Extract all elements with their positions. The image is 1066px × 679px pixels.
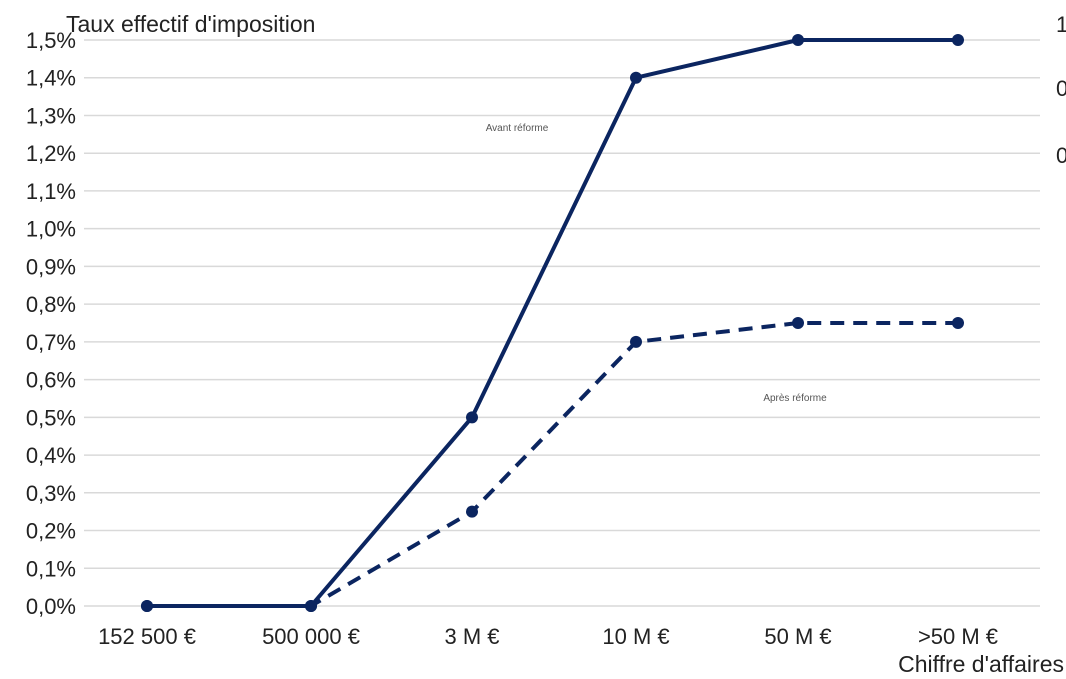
data-point bbox=[305, 600, 317, 612]
data-point bbox=[630, 71, 642, 84]
y-tick-label: 1,1% bbox=[26, 179, 76, 204]
data-point bbox=[792, 34, 804, 46]
data-point bbox=[466, 411, 478, 424]
x-tick-label: 50 M € bbox=[764, 624, 831, 649]
series-labels: Avant réforme Après réforme bbox=[486, 123, 827, 404]
y-tick-label: 0,2% bbox=[26, 519, 76, 544]
x-tick-label: 152 500 € bbox=[98, 624, 196, 649]
y-tick-label: 1,0% bbox=[26, 217, 76, 242]
series bbox=[141, 34, 964, 612]
y-axis-title: Taux effectif d'imposition bbox=[66, 11, 315, 37]
data-point bbox=[792, 317, 804, 329]
right-axis-ticks: 1 0 0 bbox=[1056, 12, 1066, 168]
data-point bbox=[630, 335, 642, 348]
y-tick-label: 0,4% bbox=[26, 443, 76, 468]
y-tick-label: 0,1% bbox=[26, 556, 76, 581]
y-tick-label: 0,3% bbox=[26, 481, 76, 506]
x-axis-ticks: 152 500 € 500 000 € 3 M € 10 M € 50 M € >50 M… bbox=[98, 624, 998, 649]
series-label: Avant réforme bbox=[486, 123, 549, 134]
series-line bbox=[147, 321, 958, 608]
y-axis-ticks: 0,0% 0,1% 0,2% 0,3% 0,4% 0,5% 0,6% 0,7% 0,8% 0,9%… bbox=[26, 28, 76, 619]
x-axis-title: Chiffre d'affaires bbox=[898, 651, 1064, 674]
y-tick-label: 1,5% bbox=[26, 28, 76, 53]
gridlines bbox=[84, 39, 1040, 607]
y-tick-label: 1,2% bbox=[26, 141, 76, 166]
data-point bbox=[466, 505, 478, 518]
right-axis-tick-label: 1 bbox=[1056, 12, 1066, 37]
x-tick-label: 500 000 € bbox=[262, 624, 360, 649]
y-tick-label: 0,0% bbox=[26, 594, 76, 619]
y-tick-label: 0,9% bbox=[26, 254, 76, 279]
series-line bbox=[147, 38, 958, 608]
right-axis-tick-label: 0 bbox=[1056, 76, 1066, 101]
y-tick-label: 0,5% bbox=[26, 405, 76, 430]
data-point bbox=[952, 34, 964, 46]
x-tick-label: 3 M € bbox=[444, 624, 499, 649]
data-point bbox=[141, 600, 153, 612]
series-label: Après réforme bbox=[763, 393, 827, 404]
x-tick-label: >50 M € bbox=[918, 624, 998, 649]
x-tick-label: 10 M € bbox=[602, 624, 669, 649]
y-tick-label: 0,8% bbox=[26, 292, 76, 317]
y-tick-label: 1,3% bbox=[26, 103, 76, 128]
y-tick-label: 0,6% bbox=[26, 368, 76, 393]
right-axis-tick-label: 0 bbox=[1056, 143, 1066, 168]
y-tick-label: 0,7% bbox=[26, 330, 76, 355]
y-tick-label: 1,4% bbox=[26, 66, 76, 91]
data-point bbox=[952, 317, 964, 329]
